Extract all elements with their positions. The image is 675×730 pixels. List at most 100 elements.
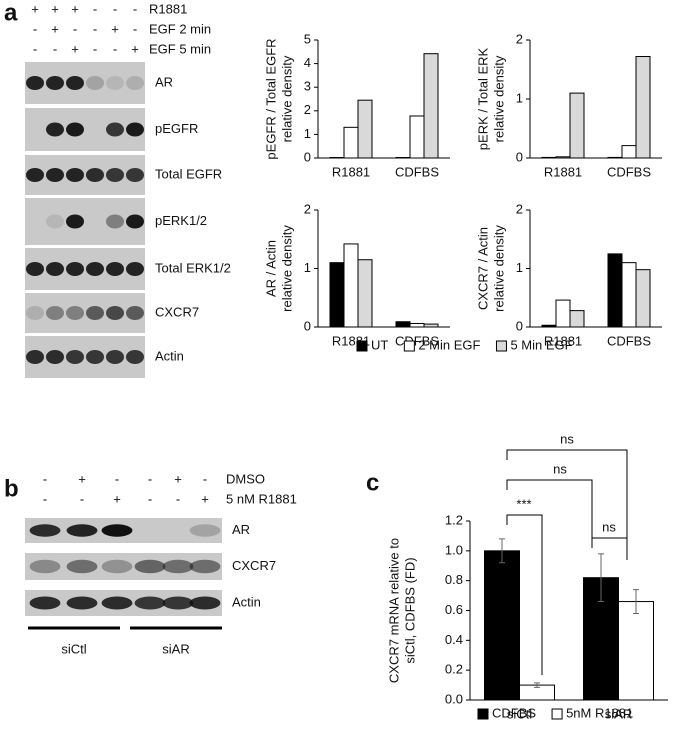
legend-label: 2 Min EGF — [418, 337, 480, 352]
y-axis-label: siCtl, CDFBS (FD) — [402, 557, 417, 663]
band — [135, 560, 166, 574]
band — [102, 597, 133, 610]
band — [102, 524, 133, 537]
lane-sign: + — [78, 471, 86, 486]
band — [106, 168, 124, 182]
panel-label: c — [366, 469, 379, 496]
annotation: *** — [516, 496, 531, 511]
lane-sign: - — [93, 21, 97, 36]
y-tick-label: 4 — [304, 55, 311, 70]
band — [66, 123, 84, 137]
blot-label: Total ERK1/2 — [155, 260, 231, 275]
band — [190, 560, 221, 574]
band — [86, 168, 104, 182]
bar — [358, 100, 372, 158]
band — [46, 76, 64, 90]
y-tick-label: 0.6 — [445, 602, 463, 617]
band — [66, 306, 84, 320]
band — [163, 597, 194, 610]
lane-sign: + — [71, 1, 79, 16]
legend-label: 5nM R1881 — [566, 705, 633, 720]
y-tick-label: 0.8 — [445, 572, 463, 587]
band — [66, 76, 84, 90]
bar — [608, 157, 622, 158]
bar — [622, 263, 636, 327]
band — [30, 597, 61, 610]
band — [86, 350, 104, 364]
bar — [344, 127, 358, 158]
band — [26, 168, 44, 182]
lane-sign: - — [93, 1, 97, 16]
y-axis-label: pERK / Total ERK — [475, 47, 490, 150]
band — [190, 597, 221, 610]
bar — [556, 300, 570, 327]
y-tick-label: 5 — [304, 31, 311, 46]
band — [106, 123, 124, 137]
lane-sign: + — [113, 491, 121, 506]
lane-sign: - — [73, 21, 77, 36]
y-tick-label: 2 — [304, 201, 311, 216]
lane-sign: - — [33, 21, 37, 36]
band — [86, 76, 104, 90]
lane-sign: + — [71, 41, 79, 56]
band — [126, 306, 144, 320]
x-tick-label: R1881 — [544, 164, 582, 179]
annotation: ns — [553, 461, 567, 476]
band — [26, 262, 44, 276]
treatment-label: R1881 — [149, 1, 187, 16]
y-tick-label: 1 — [516, 260, 523, 275]
band — [126, 350, 144, 364]
lane-sign: - — [93, 41, 97, 56]
y-tick-label: 0 — [304, 149, 311, 164]
annotation: ns — [602, 519, 616, 534]
lane-sign: - — [115, 471, 119, 486]
bar — [608, 254, 622, 327]
y-axis-label: CXCR7 / Actin — [475, 227, 490, 310]
bar — [619, 602, 654, 700]
y-tick-label: 1 — [304, 126, 311, 141]
lane-sign: - — [43, 491, 47, 506]
treatment-label: DMSO — [226, 471, 265, 486]
blot-label: pEGFR — [155, 121, 198, 136]
band — [46, 123, 64, 137]
band — [46, 168, 64, 182]
legend-swatch — [552, 709, 562, 719]
group-label: siCtl — [61, 641, 86, 656]
x-tick-label: R1881 — [332, 164, 370, 179]
lane-sign: + — [51, 1, 59, 16]
band — [126, 262, 144, 276]
legend-swatch — [357, 341, 367, 351]
bar — [344, 244, 358, 327]
blot-label: pERK1/2 — [155, 213, 207, 228]
band — [46, 262, 64, 276]
blot-label: Total EGFR — [155, 166, 222, 181]
x-tick-label: CDFBS — [395, 164, 439, 179]
band — [126, 123, 144, 137]
y-tick-label: 0.0 — [445, 691, 463, 706]
x-tick-label: CDFBS — [607, 333, 651, 348]
band — [46, 350, 64, 364]
band — [86, 262, 104, 276]
band — [67, 597, 98, 610]
lane-sign: - — [113, 41, 117, 56]
y-tick-label: 0 — [516, 318, 523, 333]
band — [67, 560, 98, 574]
blot-label: CXCR7 — [232, 558, 276, 573]
band — [106, 306, 124, 320]
band — [66, 215, 84, 229]
band — [135, 597, 166, 610]
blot-label: AR — [155, 74, 173, 89]
y-axis-label: relative density — [279, 55, 294, 142]
bar — [424, 324, 438, 327]
blot-label: Actin — [155, 348, 184, 363]
panel-label: a — [4, 0, 18, 26]
bar — [410, 323, 424, 327]
band — [30, 524, 61, 537]
bracket — [592, 538, 627, 560]
bar — [330, 263, 344, 327]
x-tick-label: R1881 — [544, 333, 582, 348]
y-axis-label: relative density — [491, 225, 506, 312]
lane-sign: - — [176, 491, 180, 506]
y-tick-label: 3 — [304, 79, 311, 94]
band — [106, 262, 124, 276]
